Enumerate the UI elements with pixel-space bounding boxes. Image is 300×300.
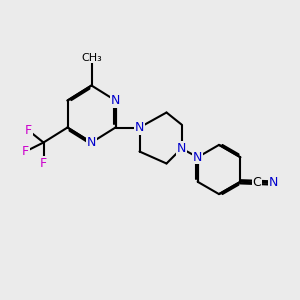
Text: F: F [40,157,47,170]
Text: N: N [193,151,202,164]
Text: F: F [25,124,32,137]
Text: CH₃: CH₃ [81,53,102,63]
Text: N: N [111,94,120,107]
Text: N: N [268,176,278,190]
Text: N: N [87,136,96,149]
Text: F: F [22,145,29,158]
Text: C: C [252,176,261,189]
Text: N: N [135,121,144,134]
Text: N: N [177,142,186,155]
